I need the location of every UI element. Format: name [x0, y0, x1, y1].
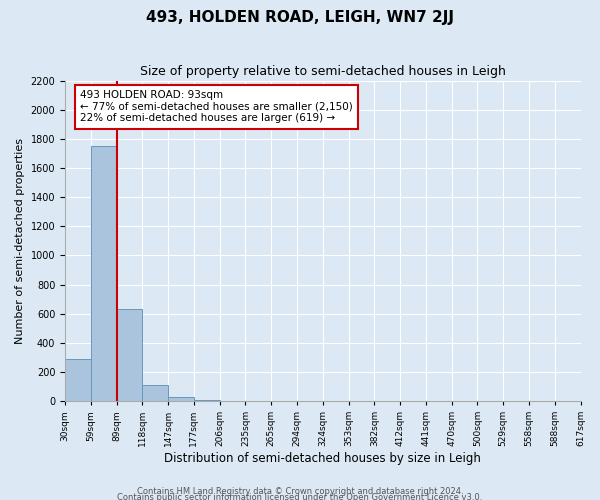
- Bar: [116, 308, 142, 401]
- Bar: [194, 400, 220, 401]
- Bar: [65, 359, 91, 401]
- Text: Contains HM Land Registry data © Crown copyright and database right 2024.: Contains HM Land Registry data © Crown c…: [137, 486, 463, 496]
- Text: 493, HOLDEN ROAD, LEIGH, WN7 2JJ: 493, HOLDEN ROAD, LEIGH, WN7 2JJ: [146, 10, 454, 25]
- Y-axis label: Number of semi-detached properties: Number of semi-detached properties: [15, 138, 25, 344]
- Bar: [91, 146, 116, 401]
- Title: Size of property relative to semi-detached houses in Leigh: Size of property relative to semi-detach…: [140, 65, 506, 78]
- Bar: [168, 398, 194, 401]
- Text: Contains public sector information licensed under the Open Government Licence v3: Contains public sector information licen…: [118, 492, 482, 500]
- Text: 493 HOLDEN ROAD: 93sqm
← 77% of semi-detached houses are smaller (2,150)
22% of : 493 HOLDEN ROAD: 93sqm ← 77% of semi-det…: [80, 90, 353, 124]
- X-axis label: Distribution of semi-detached houses by size in Leigh: Distribution of semi-detached houses by …: [164, 452, 481, 465]
- Bar: [142, 385, 168, 401]
